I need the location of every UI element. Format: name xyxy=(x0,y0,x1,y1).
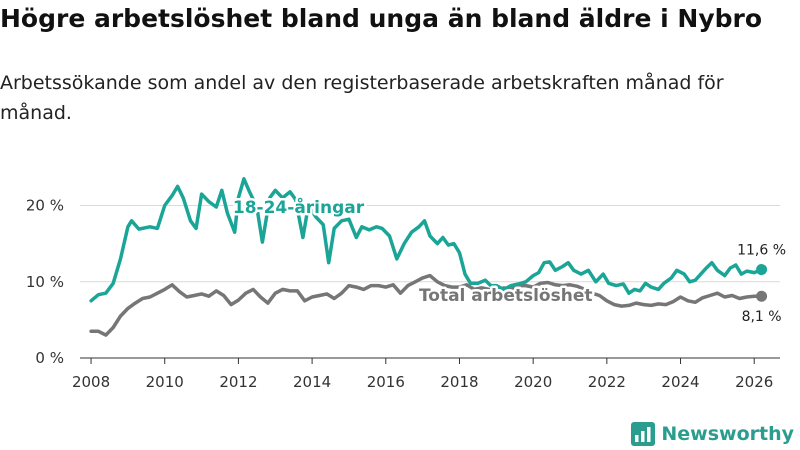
x-tick-label-2026: 2026 xyxy=(735,373,773,391)
x-tick-label-2022: 2022 xyxy=(588,373,626,391)
series-line-young xyxy=(89,177,764,303)
y-tick-label-10: 10 % xyxy=(26,273,64,291)
series-label-young: 18-24-åringar xyxy=(233,196,365,218)
chart-title: Högre arbetslöshet bland unga än bland ä… xyxy=(0,4,763,33)
chart-subtitle: Arbetssökande som andel av den registerb… xyxy=(0,72,724,124)
x-tick-label-2024: 2024 xyxy=(661,373,699,391)
x-tick-label-2016: 2016 xyxy=(367,373,405,391)
x-tick-label-2014: 2014 xyxy=(293,373,331,391)
end-value-label-total: 8,1 % xyxy=(742,309,782,325)
series-label-total: Total arbetslöshet xyxy=(419,286,593,306)
x-tick-label-2018: 2018 xyxy=(440,373,478,391)
newsworthy-logo-text: Newsworthy xyxy=(661,423,794,445)
series-endpoint-total xyxy=(756,290,768,302)
x-tick-label-2020: 2020 xyxy=(514,373,552,391)
x-tick-label-2012: 2012 xyxy=(219,373,257,391)
end-value-label-young: 11,6 % xyxy=(737,243,786,259)
newsworthy-logo-icon xyxy=(631,422,656,446)
series-line-total xyxy=(89,273,764,337)
y-tick-label-20: 20 % xyxy=(26,197,64,215)
y-tick-label-0: 0 % xyxy=(35,349,64,367)
x-tick-label-2010: 2010 xyxy=(146,373,184,391)
newsworthy-logo: Newsworthy xyxy=(631,422,794,446)
series-endpoint-young xyxy=(756,264,768,276)
x-tick-label-2008: 2008 xyxy=(72,373,110,391)
